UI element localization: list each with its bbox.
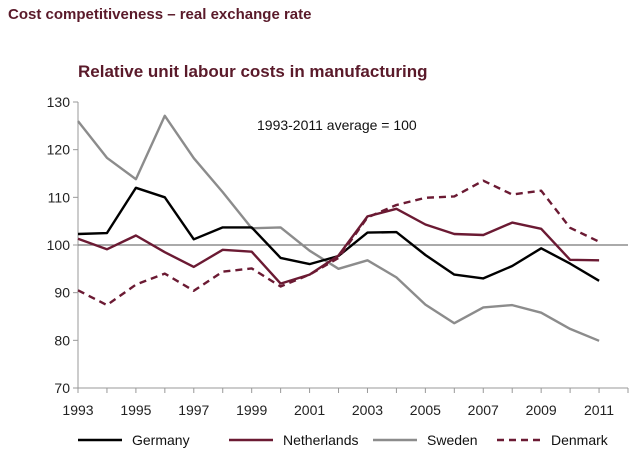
- series-line-netherlands: [77, 207, 600, 285]
- legend-label-denmark: Denmark: [551, 432, 609, 448]
- y-tick-label: 130: [47, 94, 71, 110]
- x-tick-label: 2011: [584, 402, 614, 418]
- x-tick-label: 2005: [410, 402, 441, 418]
- page-title: Cost competitiveness – real exchange rat…: [8, 6, 312, 23]
- y-tick-label: 120: [47, 142, 71, 158]
- legend-label-sweden: Sweden: [427, 432, 478, 448]
- x-tick-label: 2001: [294, 402, 325, 418]
- x-tick-label: 1999: [236, 402, 267, 418]
- chart-annotation: 1993-2011 average = 100: [257, 117, 417, 133]
- x-tick-label: 2003: [352, 402, 383, 418]
- series-line-germany: [77, 186, 600, 282]
- y-tick-label: 100: [47, 237, 71, 253]
- y-tick-label: 70: [54, 380, 70, 396]
- x-tick-label: 1997: [178, 402, 209, 418]
- x-tick-label: 2007: [468, 402, 499, 418]
- series-line-denmark: [77, 179, 600, 307]
- y-tick-label: 90: [54, 285, 70, 301]
- legend-label-netherlands: Netherlands: [283, 432, 359, 448]
- chart-axes: 70 80 90 100 110 120 130 1993 1995 1997 1999 2001 20…: [47, 94, 629, 418]
- series-lines: [77, 114, 600, 342]
- y-tick-label: 80: [54, 332, 70, 348]
- y-tick-label: 110: [48, 189, 71, 205]
- x-tick-label: 1995: [120, 402, 151, 418]
- x-tick-label: 1993: [62, 402, 93, 418]
- x-tick-label: 2009: [526, 402, 557, 418]
- series-line-sweden: [77, 114, 600, 342]
- legend: Germany Netherlands Sweden Denmark: [78, 432, 609, 448]
- legend-label-germany: Germany: [132, 432, 190, 448]
- chart-title: Relative unit labour costs in manufactur…: [78, 62, 428, 81]
